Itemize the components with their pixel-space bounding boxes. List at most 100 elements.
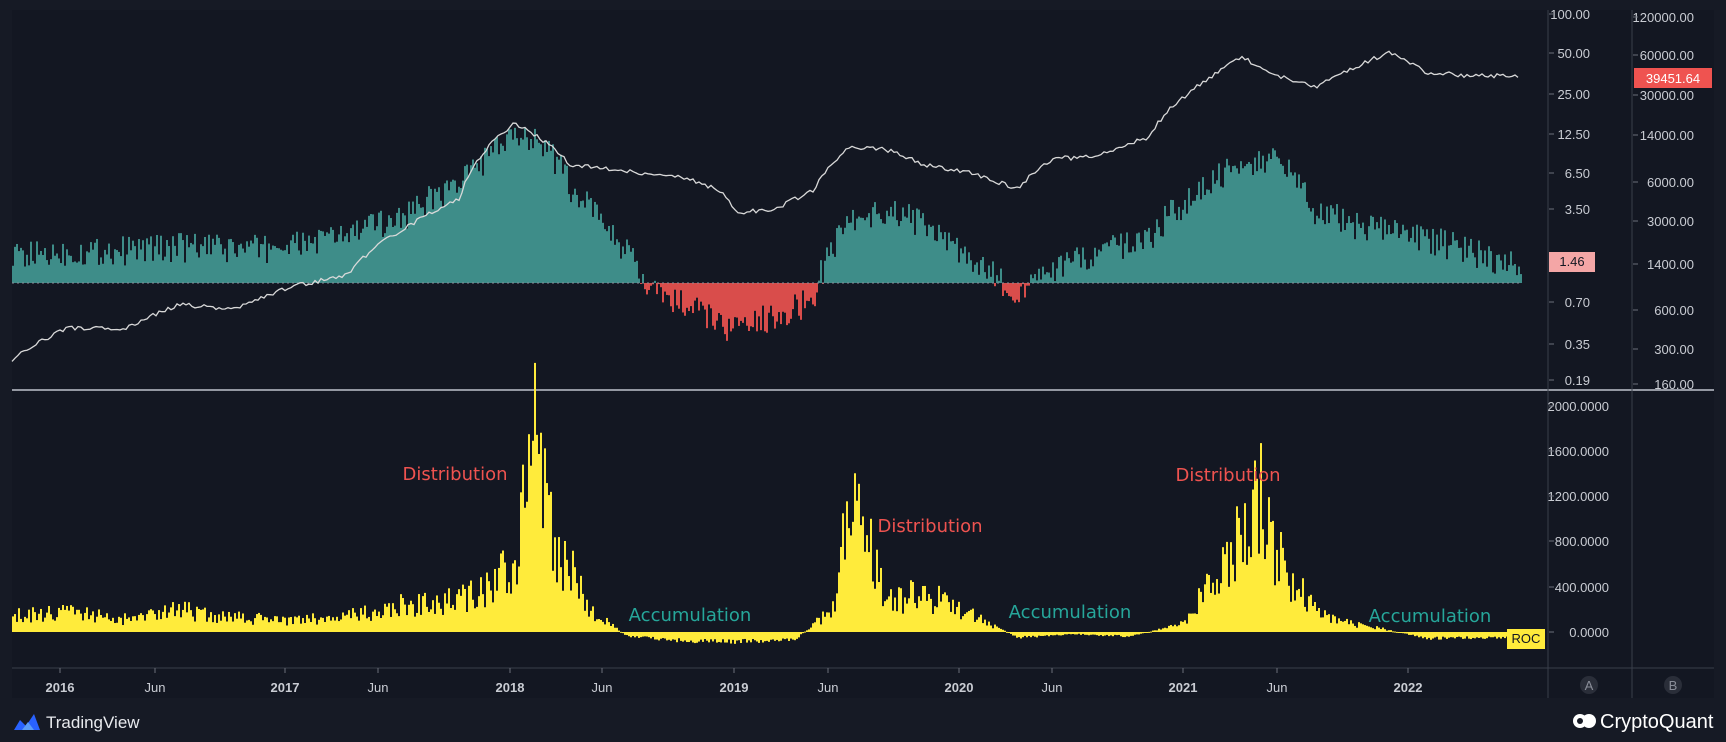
ratio-bar [1180,220,1182,283]
roc-bar [1364,625,1366,632]
roc-bar [760,632,762,641]
scale-button-a[interactable]: A [1580,676,1598,694]
roc-bar [1166,628,1168,632]
ratio-bar [808,283,810,302]
ratio-bar [76,262,78,283]
ratio-bar [848,222,850,283]
ratio-bar [790,283,792,319]
ratio-bar [282,250,284,283]
ratio-bar [838,225,840,283]
roc-bar [1188,613,1190,632]
roc-bar [454,609,456,632]
scale-button-b[interactable]: B [1664,676,1682,694]
ratio-bar [1374,229,1376,283]
ratio-bar [1336,204,1338,283]
ratio-bar [1202,177,1204,283]
ratio-bar [238,244,240,283]
ratio-bar [444,183,446,283]
ratio-bar [1030,274,1032,283]
ratio-bar [130,250,132,283]
ratio-bar [1370,215,1372,283]
ratio-bar [1108,246,1110,283]
roc-bar [478,596,480,632]
ratio-bar [1124,243,1126,283]
roc-bar [1144,632,1146,633]
roc-bar [502,550,504,632]
roc-bar [96,616,98,632]
roc-bar [1392,631,1394,633]
roc-bar [660,632,662,639]
roc-bar [894,597,896,632]
scale-button-a-bg[interactable] [1580,676,1598,694]
roc-bar [1404,632,1406,634]
roc-bar [148,610,150,632]
roc-bar [472,599,474,632]
ratio-bar [1064,260,1066,283]
roc-histogram [12,362,1522,644]
roc-bar [538,453,540,632]
ratio-bar [1372,216,1374,283]
ratio-bar [612,225,614,283]
scale-button-b-bg[interactable] [1664,676,1682,694]
ratio-bar [122,236,124,283]
ratio-bar [748,283,750,331]
roc-bar [26,618,28,632]
ratio-bar [1398,237,1400,283]
top-pane[interactable] [11,50,1522,362]
cryptoquant-logo[interactable]: CryptoQuant [1573,711,1714,733]
roc-bar [1426,632,1428,640]
roc-bar [1006,631,1008,633]
ratio-bar [470,165,472,283]
price-axis[interactable]: 120000.0060000.0030000.0014000.006000.00… [1633,10,1694,392]
ratio-bar [756,283,758,332]
ratio-bar [336,241,338,283]
ratio-bar [516,138,518,283]
ratio-histogram [12,127,1522,341]
ratio-bar [1078,254,1080,283]
roc-bar [102,617,104,632]
ratio-bar [72,262,74,283]
roc-axis[interactable]: 2000.00001600.00001200.0000800.0000400.0… [1548,399,1609,640]
roc-bar [82,620,84,632]
ratio-bar [250,240,252,283]
roc-bar [738,632,740,641]
ratio-bar [1344,230,1346,283]
ratio-axis[interactable]: 100.0050.0025.0012.506.503.500.700.350.1… [1549,7,1590,388]
ratio-bar [1004,283,1006,291]
tradingview-logo[interactable]: TradingView [14,713,140,732]
roc-bar [870,518,872,632]
roc-bar [20,618,22,632]
ratio-bar [926,236,928,283]
ratio-bar [726,283,728,341]
ratio-bar [602,222,604,283]
ratio-bar [1192,200,1194,283]
ratio-tick-label: 0.35 [1565,337,1590,352]
roc-bar [1474,632,1476,639]
ratio-bar [186,235,188,283]
roc-bar [118,616,120,632]
ratio-bar [608,225,610,283]
roc-bar [590,610,592,632]
roc-bar [672,632,674,640]
ratio-bar [466,164,468,283]
roc-bar [1302,578,1304,632]
roc-bar [1326,615,1328,632]
roc-bar [1350,620,1352,632]
roc-bar [750,632,752,643]
roc-bar [1250,557,1252,632]
roc-pane[interactable] [12,362,1522,644]
time-axis[interactable]: 2016 Jun 2017 Jun 2018 Jun 2019 Jun 2020 Jun 2021 J… [46,668,1423,695]
ratio-bar [1454,240,1456,283]
roc-bar [822,611,824,632]
ratio-bar [684,283,686,316]
ratio-bar [1508,265,1510,283]
ratio-bar [710,283,712,309]
roc-bar [1356,627,1358,632]
ratio-bar [1148,227,1150,283]
tradingview-icon [14,714,40,730]
ratio-bar [1366,240,1368,283]
roc-bar [346,614,348,632]
roc-bar [84,612,86,632]
roc-bar [826,612,828,632]
roc-bar [1128,632,1130,637]
